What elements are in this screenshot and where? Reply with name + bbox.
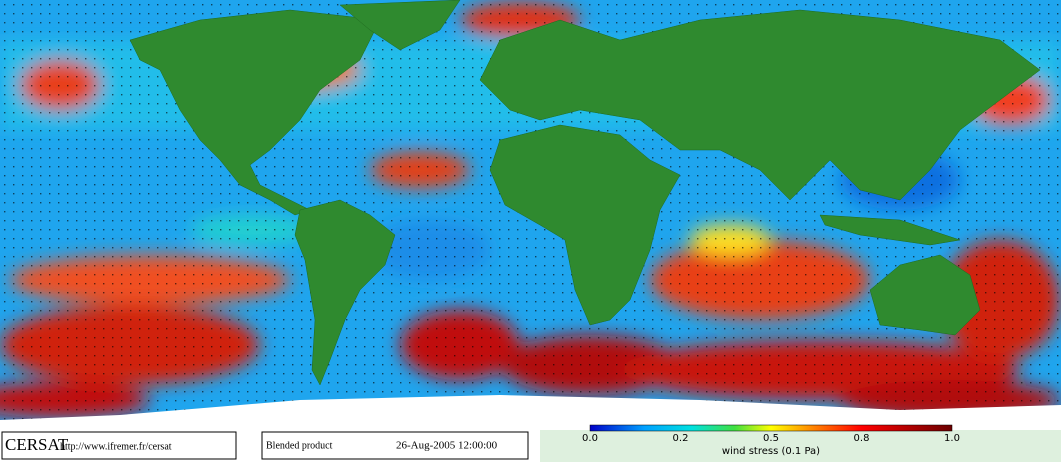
product-date: 26-Aug-2005 12:00:00	[396, 440, 498, 452]
product-name: Blended product	[266, 440, 333, 451]
south-america	[294, 199, 396, 386]
indonesia	[819, 214, 961, 246]
footer: CERSAT http://www.ifremer.fr/cersat Blen…	[0, 430, 1061, 462]
colorbar-label: wind stress (0.1 Pa)	[722, 446, 820, 457]
source-url: http://www.ifremer.fr/cersat	[60, 441, 172, 452]
colorbar-tick-label: 1.0	[944, 433, 960, 444]
eurasia	[479, 9, 1041, 201]
colorbar-tick-label: 0.5	[763, 433, 779, 444]
logo: CERSAT	[5, 435, 69, 454]
source-box	[1, 431, 237, 460]
colorbar-tick-label: 0.8	[854, 433, 870, 444]
greenland	[339, 0, 461, 51]
product-box	[261, 431, 529, 460]
antarctica	[0, 395, 1061, 430]
africa	[489, 124, 681, 326]
australia	[869, 254, 981, 336]
colorbar-tick-label: 0.2	[673, 433, 689, 444]
colorbar-tick-label: 0.0	[582, 433, 598, 444]
colorbar: wind stress (0.1 Pa) 0.0 0.2 0.5 0.8 1.0	[582, 424, 960, 457]
continents	[129, 0, 1041, 386]
colorbar-scale	[589, 424, 953, 432]
north-america	[129, 9, 381, 216]
